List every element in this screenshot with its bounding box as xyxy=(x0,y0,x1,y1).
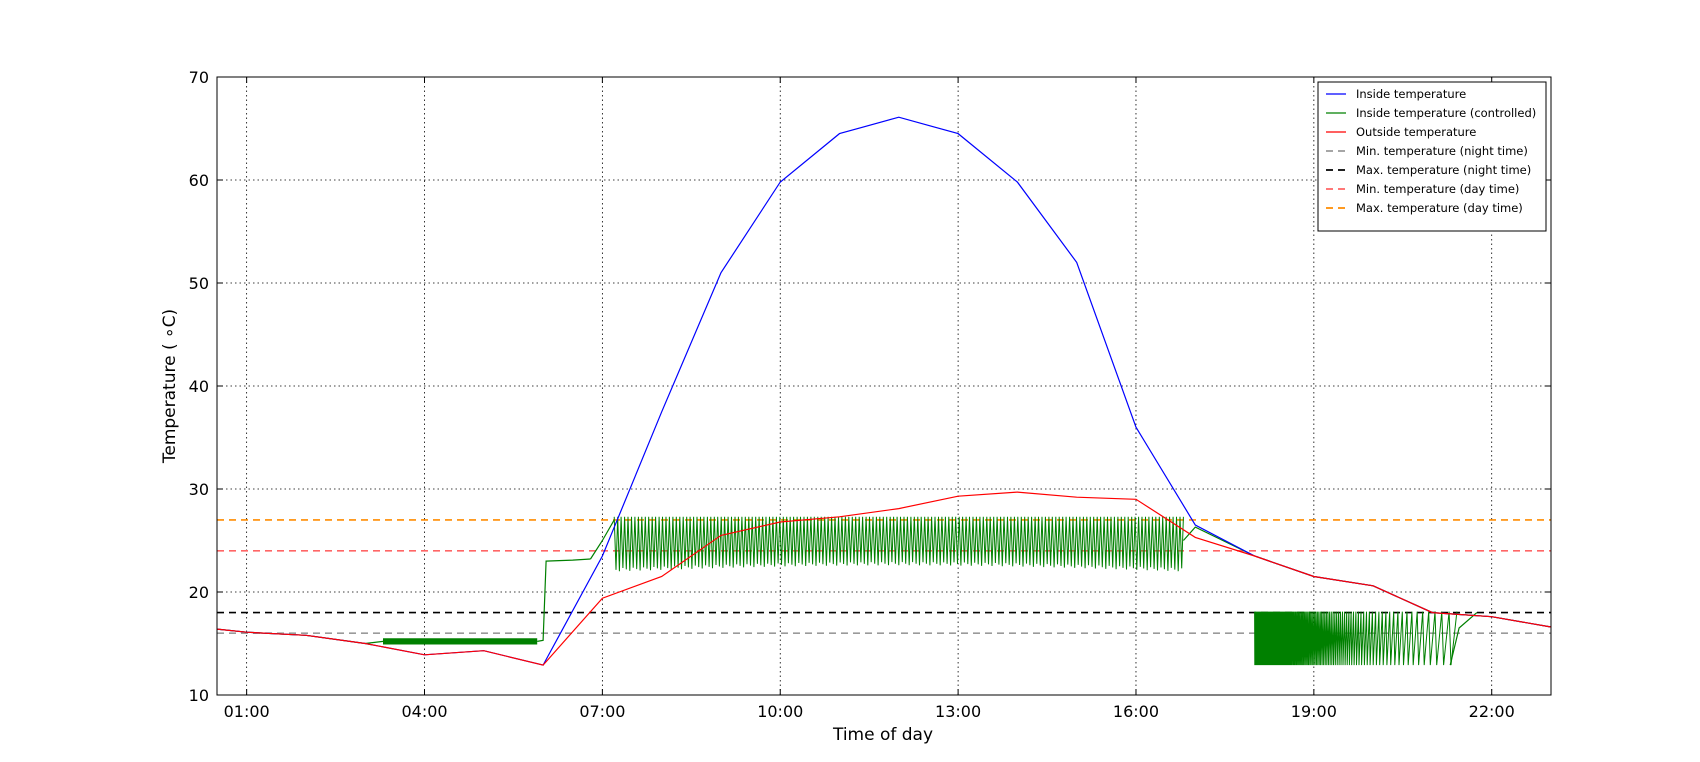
x-tick-label: 07:00 xyxy=(579,702,625,721)
y-tick-label: 60 xyxy=(189,171,209,190)
y-tick-label: 70 xyxy=(189,68,209,87)
legend-entry-outside-temperature: Outside temperature xyxy=(1356,125,1476,139)
controlled-oscillation-day xyxy=(613,516,1184,572)
legend-box xyxy=(1317,81,1547,232)
series-outside-temperature xyxy=(216,491,1552,666)
x-tick-label: 16:00 xyxy=(1113,702,1159,721)
controlled-segment xyxy=(537,558,591,642)
legend: Inside temperature Inside temperature (co… xyxy=(1317,81,1547,232)
legend-entry-max-temperature-day-time: Max. temperature (day time) xyxy=(1356,201,1523,215)
legend-entry-inside-temperature: Inside temperature xyxy=(1356,87,1466,101)
x-tick-label: 19:00 xyxy=(1291,702,1337,721)
x-tick-label: 01:00 xyxy=(224,702,270,721)
legend-entry-inside-temperature-controlled: Inside temperature (controlled) xyxy=(1356,106,1536,120)
legend-entry-min-temperature-night-time: Min. temperature (night time) xyxy=(1356,144,1528,158)
x-axis-label: Time of day xyxy=(832,725,933,745)
y-tick-label: 20 xyxy=(189,583,209,602)
x-tick-label: 13:00 xyxy=(935,702,981,721)
series-inside-temperature-controlled xyxy=(216,516,1552,666)
threshold-lines xyxy=(217,519,1551,635)
y-tick-label: 30 xyxy=(189,480,209,499)
y-tick-label: 40 xyxy=(189,377,209,396)
x-tick-label: 10:00 xyxy=(757,702,803,721)
legend-entry-max-temperature-night-time: Max. temperature (night time) xyxy=(1356,163,1531,177)
y-tick-label: 50 xyxy=(189,274,209,293)
ticks: 01:00 04:00 07:00 10:00 13:00 16:00 19:00 22:00… xyxy=(189,68,1551,721)
controlled-segment xyxy=(589,519,615,560)
controlled-tail xyxy=(1449,612,1478,666)
legend-entry-min-temperature-day-time: Min. temperature (day time) xyxy=(1356,182,1519,196)
x-tick-label: 04:00 xyxy=(401,702,447,721)
y-tick-label: 10 xyxy=(189,686,209,705)
x-tick-label: 22:00 xyxy=(1469,702,1515,721)
controlled-oscillation-night xyxy=(1254,611,1458,666)
y-axis-label: Temperature ( ∘C) xyxy=(160,309,180,464)
series-lines xyxy=(216,116,1552,666)
